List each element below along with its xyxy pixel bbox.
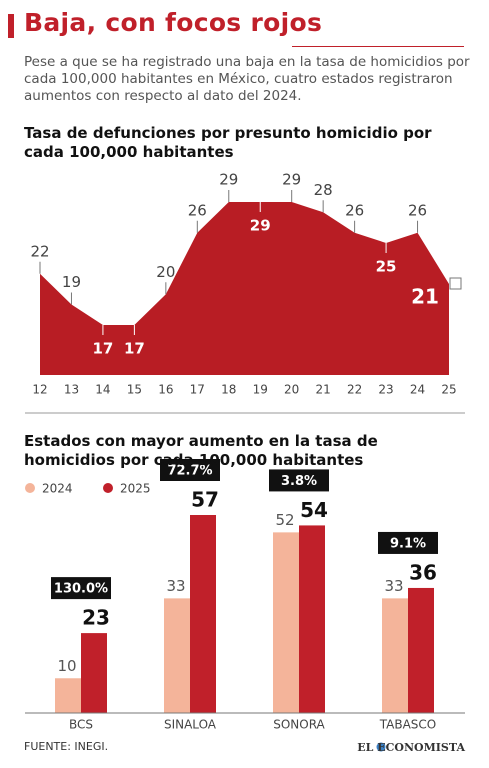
- bar: [55, 678, 81, 713]
- x-tick-label: 22: [347, 383, 362, 397]
- value-label: 28: [314, 181, 333, 199]
- value-label: 52: [275, 511, 294, 529]
- x-tick-label: 14: [95, 383, 110, 397]
- value-label: 25: [376, 258, 397, 276]
- value-label: 29: [219, 171, 238, 189]
- title-marker: [8, 14, 14, 38]
- x-tick-label: 16: [158, 383, 173, 397]
- value-label: 29: [250, 217, 271, 235]
- brand-icon: [376, 742, 386, 752]
- chart-title: Estados con mayor aumento en la tasa de …: [24, 432, 378, 469]
- area: [40, 202, 449, 375]
- value-label: 26: [408, 201, 427, 219]
- value-label: 10: [57, 657, 76, 675]
- end-marker: [449, 277, 462, 290]
- value-label: 21: [411, 285, 439, 309]
- value-label: 22: [30, 242, 49, 260]
- value-label: 33: [384, 577, 403, 595]
- x-tick-label: 17: [190, 383, 205, 397]
- title: Baja, con focos rojos: [24, 8, 323, 37]
- value-label: 23: [82, 606, 110, 630]
- value-label: 54: [300, 498, 328, 522]
- x-tick-label: 23: [378, 383, 393, 397]
- change-label: 3.8%: [281, 474, 317, 489]
- x-tick-label: 15: [127, 383, 142, 397]
- value-label: 17: [124, 340, 145, 358]
- legend-label: 2024: [42, 482, 73, 496]
- change-box: [269, 469, 329, 492]
- x-tick-label: 25: [441, 383, 456, 397]
- source: FUENTE: INEGI.: [24, 740, 108, 753]
- change-box: [51, 577, 111, 600]
- bar: [273, 532, 299, 713]
- bar: [164, 598, 190, 713]
- x-tick-label: 18: [221, 383, 236, 397]
- change-box: [378, 531, 438, 554]
- value-label: 26: [188, 201, 207, 219]
- value-label: 17: [92, 340, 113, 358]
- change-label: 130.0%: [54, 582, 108, 597]
- x-tick-label: SINALOA: [164, 718, 217, 732]
- change-label: 9.1%: [390, 536, 426, 551]
- value-label: 19: [62, 273, 81, 291]
- bar: [382, 598, 408, 713]
- change-box: [160, 459, 220, 481]
- x-tick-label: BCS: [69, 718, 93, 732]
- bar: [81, 633, 107, 713]
- value-label: 36: [409, 560, 437, 584]
- value-label: 33: [166, 577, 185, 595]
- x-tick-label: 19: [253, 383, 268, 397]
- x-tick-label: 12: [32, 383, 47, 397]
- subtitle: Pese a que se ha registrado una baja en …: [24, 54, 470, 104]
- value-label: 29: [282, 171, 301, 189]
- bar: [408, 587, 434, 713]
- x-tick-label: 13: [64, 383, 79, 397]
- x-tick-label: 20: [284, 383, 299, 397]
- x-tick-label: TABASCO: [379, 718, 437, 732]
- value-label: 57: [191, 488, 219, 512]
- legend-swatch: [25, 483, 35, 493]
- chart-title: Tasa de defunciones por presunto homicid…: [24, 124, 432, 161]
- legend-label: 2025: [120, 482, 151, 496]
- x-tick-label: 21: [316, 383, 331, 397]
- legend-swatch: [103, 483, 113, 493]
- bar: [190, 515, 216, 713]
- value-label: 20: [156, 263, 175, 281]
- bar: [299, 525, 325, 713]
- title-rule: [292, 46, 464, 47]
- x-tick-label: 24: [410, 383, 425, 397]
- value-label: 26: [345, 201, 364, 219]
- brand: EL ECONOMISTA: [357, 741, 465, 754]
- x-tick-label: SONORA: [273, 718, 325, 732]
- change-label: 72.7%: [167, 464, 212, 479]
